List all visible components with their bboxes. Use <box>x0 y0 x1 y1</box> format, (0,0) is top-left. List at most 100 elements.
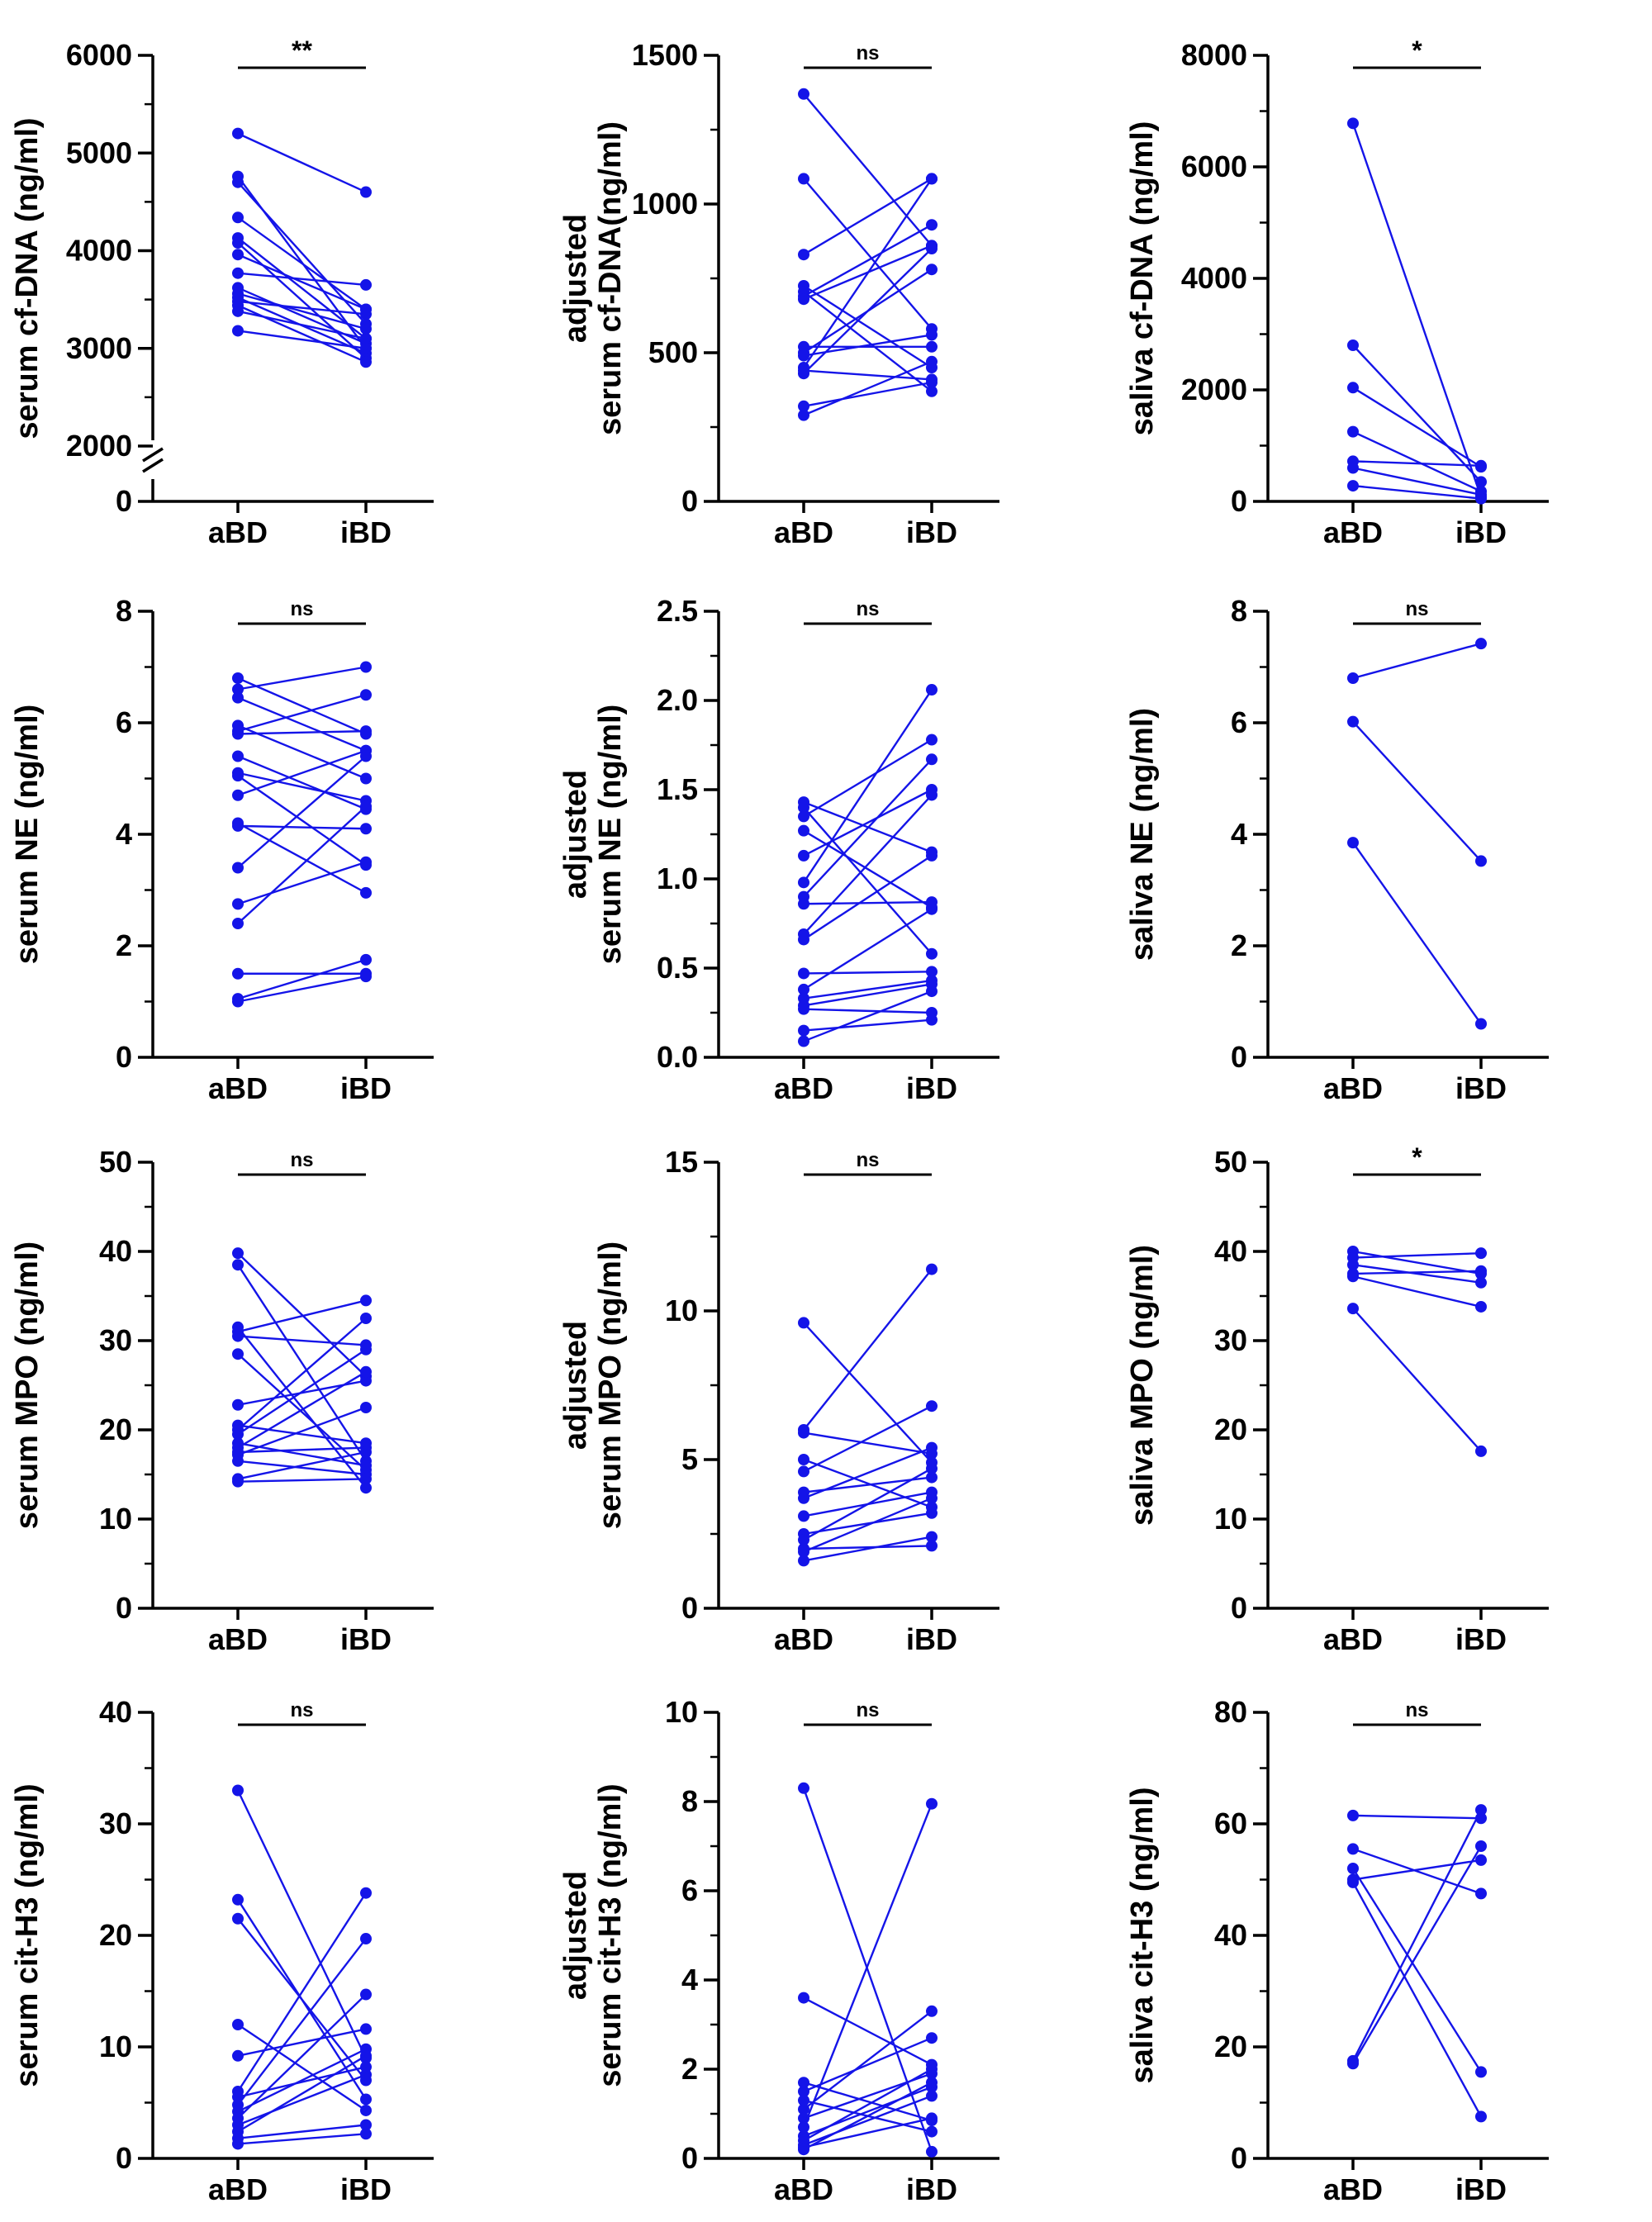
data-point-aBD <box>232 691 244 704</box>
y-tick-label: 0 <box>1231 2141 1247 2175</box>
paired-line <box>803 990 933 1042</box>
data-point-aBD <box>798 2121 809 2134</box>
paired-line <box>1352 1814 1482 1820</box>
y-tick-label: 8 <box>681 1784 698 1818</box>
paired-line <box>237 677 367 735</box>
data-point-aBD <box>232 728 244 740</box>
data-point-aBD <box>1347 715 1359 728</box>
y-axis-title: saliva cf-DNA (ng/ml) <box>1125 121 1160 436</box>
data-point-aBD <box>232 819 244 832</box>
data-point-aBD <box>798 1510 809 1522</box>
data-point-aBD <box>798 349 809 362</box>
paired-line <box>803 248 933 375</box>
data-point-aBD <box>798 368 809 380</box>
data-point-iBD <box>926 385 938 397</box>
paired-line <box>803 381 933 407</box>
paired-line <box>237 729 367 735</box>
paired-line <box>1352 1848 1482 1895</box>
y-axis-title: adjusted <box>558 214 593 343</box>
data-point-iBD <box>1475 2066 1487 2078</box>
data-point-aBD <box>798 1555 809 1567</box>
y-axis-title: serum MPO (ng/ml) <box>593 1242 628 1529</box>
paired-line <box>237 861 367 905</box>
y-tick-label: 8 <box>1231 594 1247 628</box>
y-tick-label: 0 <box>1231 1040 1247 1074</box>
data-point-aBD <box>798 400 809 412</box>
data-point-aBD <box>232 995 244 1008</box>
y-axis-title: adjusted <box>558 770 593 899</box>
y-tick-label: 500 <box>648 335 698 369</box>
data-point-iBD <box>926 377 938 388</box>
significance-label: ns <box>856 1699 879 1721</box>
y-tick-label: 2.0 <box>657 683 698 717</box>
y-tick-label: 40 <box>1214 1234 1247 1268</box>
data-point-iBD <box>360 2128 372 2140</box>
data-point-aBD <box>232 1784 244 1797</box>
data-point-iBD <box>360 2093 372 2106</box>
x-tick-label: iBD <box>340 1071 392 1105</box>
paired-line <box>237 824 367 830</box>
paired-line <box>803 1545 933 1550</box>
paired-line <box>803 2117 933 2148</box>
data-point-iBD <box>360 2023 372 2035</box>
data-point-iBD <box>360 856 372 868</box>
data-point-aBD <box>1347 672 1359 684</box>
paired-line <box>237 2124 367 2139</box>
data-point-aBD <box>1347 382 1359 394</box>
paired-line <box>803 806 933 955</box>
data-point-aBD <box>798 1035 809 1047</box>
data-point-aBD <box>1347 480 1359 492</box>
data-point-iBD <box>1475 1804 1487 1816</box>
data-point-aBD <box>1347 1876 1359 1888</box>
data-point-aBD <box>1347 425 1359 438</box>
data-point-aBD <box>798 849 809 862</box>
data-point-aBD <box>232 918 244 929</box>
data-point-aBD <box>232 1330 244 1342</box>
chart-panel-1: aBD iBD 0 2000 3000 4000 5000 6000 serum cf-DNA … <box>10 36 434 549</box>
y-tick-label: 15 <box>665 1145 698 1179</box>
x-tick-label: iBD <box>340 1622 392 1656</box>
data-point-aBD <box>798 2144 809 2156</box>
paired-line <box>1352 387 1482 468</box>
x-tick-label: aBD <box>208 2172 268 2206</box>
data-point-aBD <box>798 1454 809 1465</box>
data-point-aBD <box>1347 117 1359 130</box>
y-tick-label: 0.0 <box>657 1040 698 1074</box>
x-tick-label: aBD <box>774 515 833 549</box>
y-tick-label: 4 <box>1231 817 1247 851</box>
data-point-iBD <box>360 823 372 835</box>
data-point-aBD <box>1347 1863 1359 1874</box>
data-point-aBD <box>798 293 809 306</box>
data-point-iBD <box>926 2125 938 2138</box>
paired-line <box>237 1460 367 1476</box>
paired-line <box>803 1322 933 1464</box>
paired-line <box>803 291 933 392</box>
paired-line <box>803 1996 933 2066</box>
y-tick-label: 2.5 <box>657 594 698 628</box>
paired-line <box>236 1789 368 2059</box>
paired-line <box>237 310 367 340</box>
paired-line <box>237 1918 367 2082</box>
significance-label: ns <box>856 1149 879 1171</box>
paired-line <box>1352 1251 1482 1259</box>
data-point-iBD <box>1475 855 1487 867</box>
paired-line <box>237 805 367 924</box>
data-point-aBD <box>232 249 244 261</box>
y-tick-label: 6 <box>116 705 132 739</box>
paired-line <box>237 1252 367 1378</box>
y-tick-label: 0 <box>116 1591 132 1625</box>
x-tick-label: iBD <box>340 2172 392 2206</box>
data-point-aBD <box>798 898 809 910</box>
y-tick-label: 40 <box>99 1234 132 1268</box>
paired-line <box>803 1018 933 1032</box>
data-point-iBD <box>360 1365 372 1378</box>
data-point-aBD <box>232 1912 244 1925</box>
paired-line <box>237 2028 367 2057</box>
data-point-aBD <box>798 2103 809 2115</box>
y-tick-label: 2 <box>1231 928 1247 962</box>
data-point-iBD <box>926 340 938 353</box>
data-point-iBD <box>926 753 938 766</box>
significance-label: ns <box>290 598 313 620</box>
data-point-iBD <box>926 849 938 862</box>
data-point-iBD <box>1475 1445 1487 1457</box>
